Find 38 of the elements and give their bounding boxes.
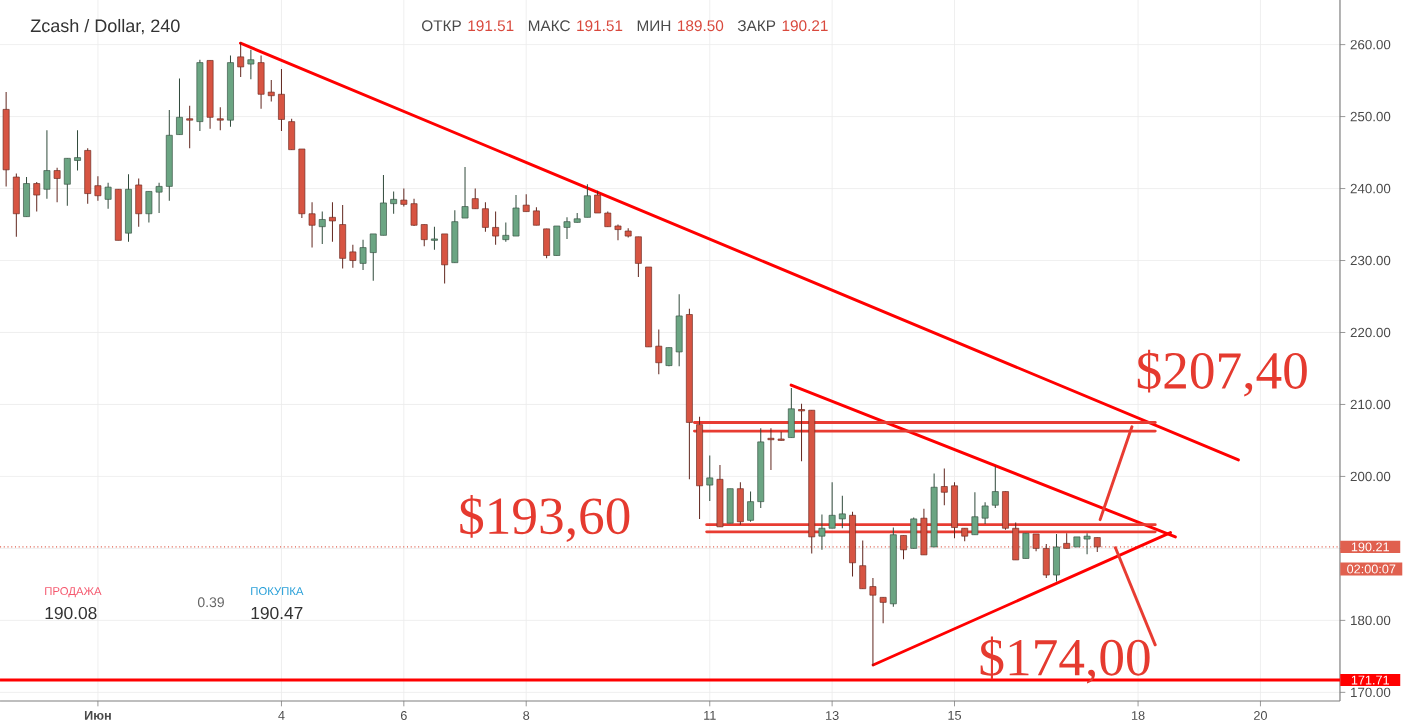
annotation: ПРОДАЖА xyxy=(45,587,102,598)
annotation: 189.50 xyxy=(678,20,724,32)
y-tick-label: 170.00 xyxy=(1351,687,1391,698)
x-tick-label: 13 xyxy=(826,711,839,720)
y-tick-label: 250.00 xyxy=(1350,111,1391,122)
ref-line-label: 171.71 xyxy=(1351,675,1389,685)
x-tick-label: 18 xyxy=(1131,711,1145,720)
annotation: ПОКУПКА xyxy=(251,587,304,596)
annotation: 191.51 xyxy=(577,20,623,32)
y-tick-label: 180.00 xyxy=(1351,615,1391,626)
annotation: ОТКР xyxy=(422,20,461,32)
x-tick-label: 6 xyxy=(400,711,407,720)
x-tick-label: 4 xyxy=(278,711,285,720)
text: 02:00:07 xyxy=(1347,564,1396,574)
annotation: МИН xyxy=(637,20,671,31)
x-tick-label: 15 xyxy=(948,711,962,720)
x-tick-label: Июн xyxy=(84,711,111,720)
y-tick-label: 240.00 xyxy=(1350,183,1391,194)
y-tick-label: 230.00 xyxy=(1350,255,1391,266)
annotation: $193,60 xyxy=(460,495,630,542)
y-tick-label: 200.00 xyxy=(1350,471,1391,482)
y-tick-label: 260.00 xyxy=(1350,39,1391,50)
ref-line-label: 190.21 xyxy=(1351,542,1389,552)
x-tick-label: 11 xyxy=(704,711,716,720)
annotation: 190.08 xyxy=(45,606,97,620)
annotation: 0.39 xyxy=(197,597,224,608)
text: Zcash / Dollar, 240 xyxy=(30,18,180,35)
annotation: МАКС xyxy=(528,20,570,32)
annotation: $207,40 xyxy=(1137,349,1307,397)
annotation: $174,00 xyxy=(980,636,1150,684)
y-tick-label: 220.00 xyxy=(1350,327,1391,338)
annotation: ЗАКР xyxy=(737,20,776,32)
x-tick-label: 8 xyxy=(523,711,530,720)
y-tick-label: 210.00 xyxy=(1350,399,1391,410)
annotation: 190.47 xyxy=(251,606,303,620)
annotation: 190.21 xyxy=(782,20,828,32)
annotation: 191.51 xyxy=(468,20,514,32)
x-tick-label: 20 xyxy=(1254,711,1267,720)
